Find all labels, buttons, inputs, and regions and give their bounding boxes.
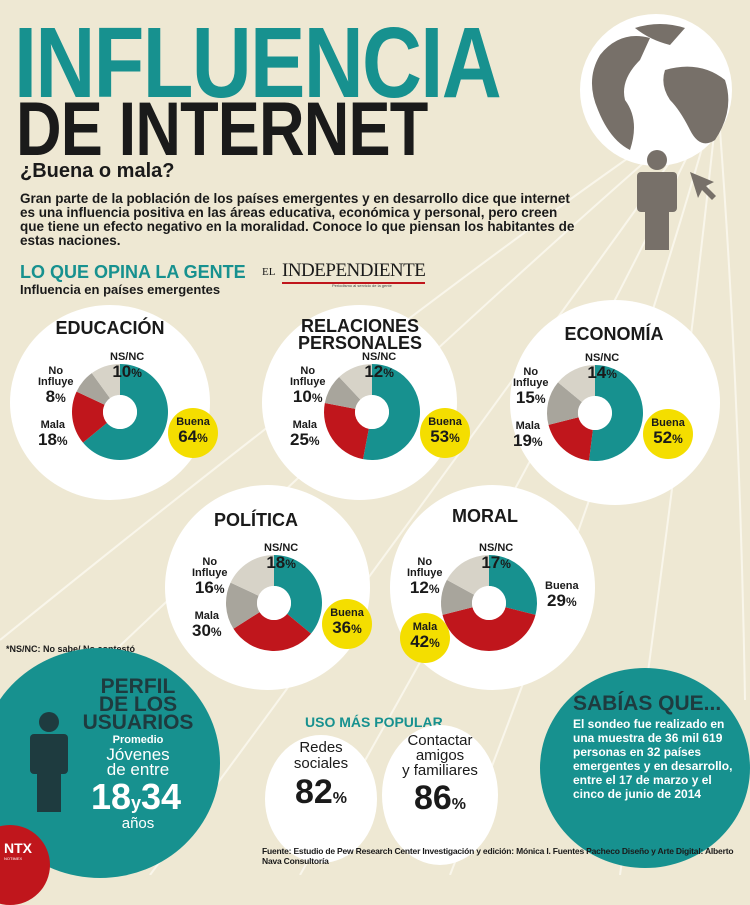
slice-no_influye	[324, 377, 361, 409]
slice-nsnc	[339, 364, 372, 400]
slice-mala	[72, 391, 107, 443]
slice-buena	[363, 364, 421, 461]
sabias-circle	[540, 668, 750, 868]
chart-title: MORAL	[452, 506, 518, 526]
slice-nsnc	[91, 364, 120, 399]
intro-text: Gran parte de la población de los países…	[20, 191, 575, 248]
slice-nsnc	[446, 555, 489, 595]
label-mala: Mala 19%	[513, 420, 543, 450]
uso-title: USO MÁS POPULAR	[305, 714, 443, 730]
slice-mala	[548, 417, 593, 461]
slice-no_influye	[547, 382, 582, 425]
donut-hole	[578, 396, 612, 430]
subtitle: ¿Buena o mala?	[20, 160, 175, 182]
uso-redes: Redes sociales 82%	[293, 739, 349, 812]
uso-contactar: Contactar amigos y familiares 86%	[402, 732, 478, 817]
footnote: *NS/NC: No sabe/ No contestó	[6, 644, 136, 654]
label-mala: Mala 25%	[290, 419, 320, 449]
label-buena: Buena 64%	[168, 408, 218, 458]
label-nsnc: NS/NC 12%	[362, 351, 397, 381]
slice-mala	[442, 607, 536, 652]
label-nsnc: NS/NC 17%	[479, 542, 514, 572]
user-person-icon	[30, 712, 68, 812]
perfil-anos: años	[121, 815, 155, 832]
title-line2: DE INTERNET	[16, 87, 428, 172]
section-title: LO QUE OPINA LA GENTE	[20, 262, 246, 282]
chart-title: EDUCACIÓN	[55, 318, 165, 338]
label-nsnc: NS/NC 14%	[585, 352, 620, 382]
donut-hole	[103, 395, 137, 429]
uso-redes-circle	[265, 735, 377, 863]
slice-no_influye	[441, 579, 475, 615]
slice-buena	[588, 364, 644, 462]
footer-credits: Fuente: Estudio de Pew Research Center I…	[262, 846, 734, 866]
label-no-influye: No Influye 16%	[192, 556, 228, 597]
el-independiente-logo: EL INDEPENDIENTE Periodismo al servicio de…	[262, 260, 426, 288]
title-line1: INFLUENCIA	[14, 7, 502, 119]
chart-title: ECONOMÍA	[564, 324, 664, 344]
label-no-influye: No Influye 8%	[38, 365, 74, 406]
section-subtitle: Influencia en países emergentes	[20, 282, 221, 297]
perfil-title: PERFIL DE LOS USUARIOS	[82, 675, 194, 734]
donut-hole	[257, 586, 291, 620]
slice-mala	[233, 612, 311, 652]
slice-no_influye	[226, 582, 260, 629]
sabias-text: El sondeo fue realizado en una muestra d…	[573, 717, 733, 801]
label-no-influye: No Influye 10%	[290, 365, 326, 406]
label-mala: Mala 42%	[400, 613, 450, 663]
person-icon	[637, 150, 677, 250]
label-mala: Mala 18%	[38, 419, 68, 449]
donut-charts	[72, 364, 644, 652]
slice-buena	[274, 555, 323, 634]
label-mala: Mala 30%	[192, 610, 222, 640]
donut-hole	[355, 395, 389, 429]
cursor-icon	[690, 172, 716, 200]
slice-nsnc	[230, 555, 274, 596]
slice-no_influye	[76, 373, 111, 405]
slice-mala	[324, 403, 369, 460]
chart-title: POLÍTICA	[214, 510, 298, 530]
globe-icon	[580, 14, 732, 166]
perfil-jovenes: Jóvenes de entre	[106, 745, 170, 779]
donut-hole	[472, 586, 506, 620]
slice-buena	[489, 555, 537, 615]
label-nsnc: NS/NC 18%	[264, 542, 299, 572]
perfil-ages: 18y34	[90, 776, 182, 817]
label-buena: Buena 29%	[545, 580, 579, 610]
perfil-promedio: Promedio	[112, 734, 164, 746]
uso-contactar-circle	[382, 725, 498, 865]
sabias-title: SABÍAS QUE...	[573, 692, 722, 715]
label-no-influye: No Influye 15%	[513, 366, 549, 407]
slice-nsnc	[558, 365, 595, 403]
label-buena: Buena 53%	[420, 408, 470, 458]
label-nsnc: NS/NC 10%	[110, 351, 145, 381]
chart-title: RELACIONES PERSONALES	[297, 316, 423, 353]
label-buena: Buena 36%	[322, 599, 372, 649]
slice-buena	[83, 364, 168, 460]
label-no-influye: No Influye 12%	[407, 556, 443, 597]
label-buena: Buena 52%	[643, 409, 693, 459]
